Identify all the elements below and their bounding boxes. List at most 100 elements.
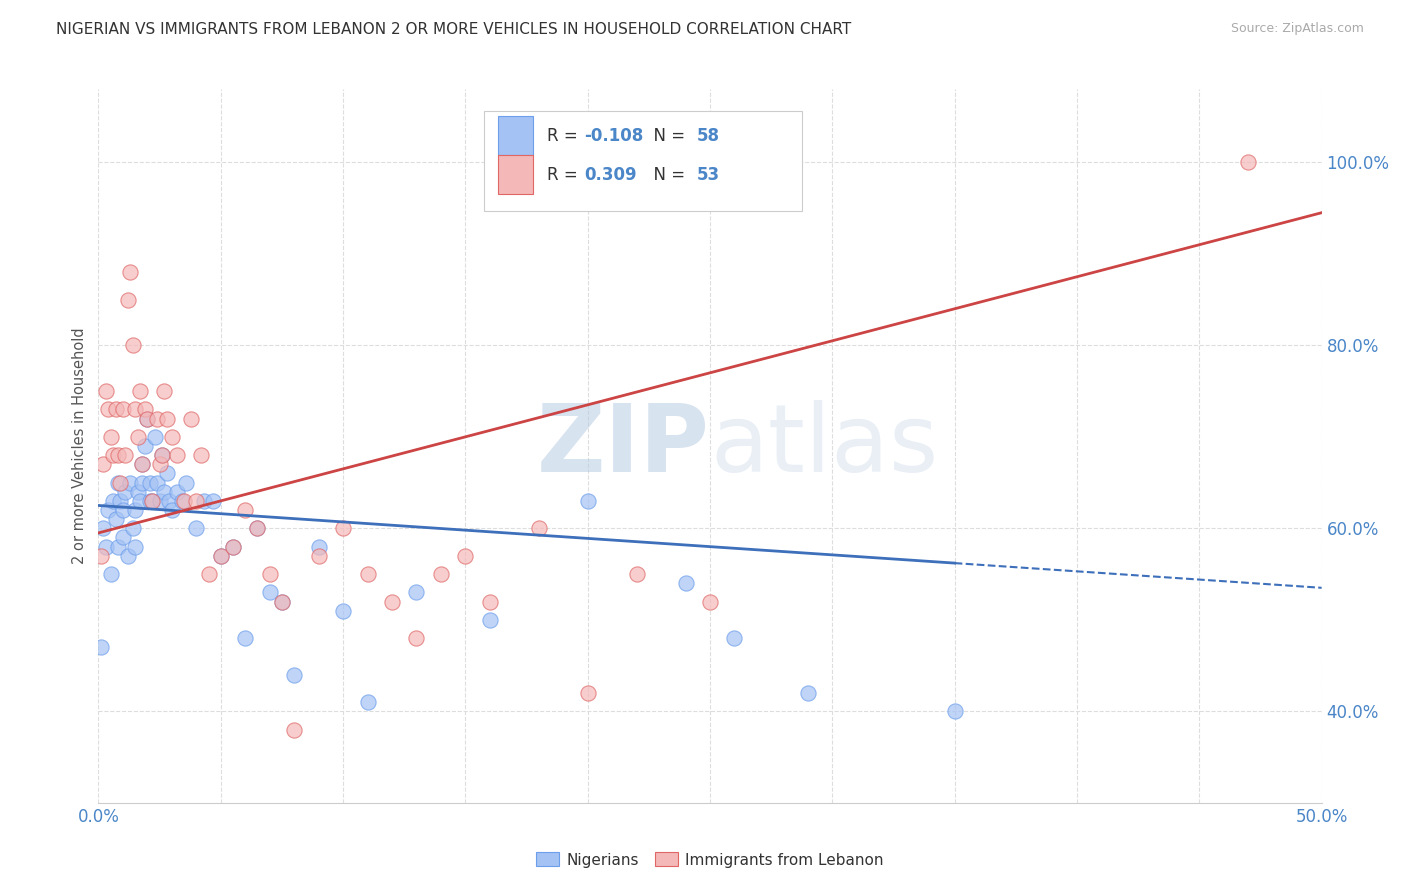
- FancyBboxPatch shape: [484, 111, 801, 211]
- Point: [146, 475, 169, 490]
- Point: [176, 475, 198, 490]
- Point: [111, 531, 134, 545]
- Point: [120, 265, 142, 279]
- Point: [107, 475, 129, 490]
- Point: [259, 567, 281, 582]
- Text: ZIP: ZIP: [537, 400, 710, 492]
- Legend: Nigerians, Immigrants from Lebanon: Nigerians, Immigrants from Lebanon: [530, 847, 890, 873]
- Point: [141, 494, 163, 508]
- Point: [153, 384, 176, 398]
- Point: [246, 521, 269, 535]
- Point: [576, 686, 599, 700]
- Point: [170, 494, 193, 508]
- Point: [91, 521, 114, 535]
- Text: NIGERIAN VS IMMIGRANTS FROM LEBANON 2 OR MORE VEHICLES IN HOUSEHOLD CORRELATION : NIGERIAN VS IMMIGRANTS FROM LEBANON 2 OR…: [56, 22, 852, 37]
- Point: [723, 631, 745, 645]
- Point: [124, 540, 146, 554]
- Point: [308, 540, 330, 554]
- Text: 58: 58: [696, 127, 720, 145]
- Point: [193, 494, 215, 508]
- Point: [127, 430, 149, 444]
- Point: [120, 475, 142, 490]
- Point: [121, 521, 143, 535]
- Text: R =: R =: [547, 127, 583, 145]
- Point: [104, 402, 127, 417]
- Point: [131, 458, 153, 472]
- Point: [131, 475, 153, 490]
- Text: -0.108: -0.108: [583, 127, 644, 145]
- Point: [139, 475, 162, 490]
- Point: [186, 494, 208, 508]
- Point: [121, 338, 143, 352]
- Point: [202, 494, 225, 508]
- Point: [90, 549, 112, 563]
- Point: [136, 411, 159, 425]
- Point: [117, 293, 139, 307]
- Point: [94, 384, 117, 398]
- Point: [1237, 155, 1260, 169]
- Point: [143, 430, 166, 444]
- Point: [209, 549, 232, 563]
- Point: [209, 549, 232, 563]
- Point: [141, 494, 163, 508]
- Text: Source: ZipAtlas.com: Source: ZipAtlas.com: [1230, 22, 1364, 36]
- Point: [91, 458, 114, 472]
- Point: [527, 521, 550, 535]
- FancyBboxPatch shape: [498, 116, 533, 155]
- Point: [117, 549, 139, 563]
- Point: [97, 402, 120, 417]
- Point: [107, 448, 129, 462]
- Point: [405, 585, 427, 599]
- Point: [356, 567, 378, 582]
- Point: [149, 458, 172, 472]
- Point: [110, 475, 132, 490]
- Point: [156, 411, 179, 425]
- Point: [101, 448, 124, 462]
- Point: [127, 484, 149, 499]
- Point: [149, 494, 172, 508]
- Point: [90, 640, 112, 655]
- Point: [270, 594, 294, 608]
- FancyBboxPatch shape: [498, 155, 533, 194]
- Point: [332, 521, 354, 535]
- Point: [150, 448, 173, 462]
- Point: [104, 512, 127, 526]
- Point: [308, 549, 330, 563]
- Point: [150, 448, 173, 462]
- Text: 53: 53: [696, 166, 720, 184]
- Point: [699, 594, 721, 608]
- Point: [136, 411, 159, 425]
- Point: [233, 631, 256, 645]
- Point: [173, 494, 195, 508]
- Point: [157, 494, 180, 508]
- Point: [405, 631, 427, 645]
- Y-axis label: 2 or more Vehicles in Household: 2 or more Vehicles in Household: [72, 327, 87, 565]
- Point: [166, 484, 188, 499]
- Text: R =: R =: [547, 166, 583, 184]
- Point: [283, 667, 305, 681]
- Point: [156, 467, 179, 481]
- Point: [222, 540, 245, 554]
- Point: [943, 704, 966, 718]
- Point: [110, 494, 132, 508]
- Text: N =: N =: [643, 166, 690, 184]
- Point: [381, 594, 404, 608]
- Point: [332, 604, 354, 618]
- Point: [270, 594, 294, 608]
- Point: [139, 494, 162, 508]
- Point: [107, 540, 129, 554]
- Point: [233, 503, 256, 517]
- Point: [180, 411, 202, 425]
- Point: [94, 540, 117, 554]
- Point: [478, 613, 501, 627]
- Point: [153, 484, 176, 499]
- Point: [111, 503, 134, 517]
- Point: [675, 576, 697, 591]
- Point: [129, 494, 152, 508]
- Point: [356, 695, 378, 709]
- Point: [131, 458, 153, 472]
- Point: [124, 503, 146, 517]
- Point: [283, 723, 305, 737]
- Point: [146, 411, 169, 425]
- Point: [101, 494, 124, 508]
